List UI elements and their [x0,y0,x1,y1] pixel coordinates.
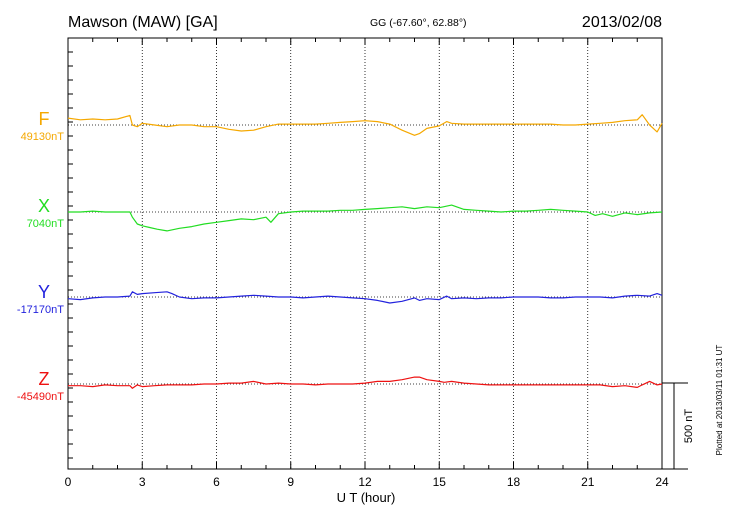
scale-bar: 500 nT [662,382,695,470]
chart-date: 2013/02/08 [582,14,662,31]
x-tick-label: 18 [507,475,521,489]
x-tick-label: 21 [581,475,595,489]
station-title: Mawson (MAW) [GA] [68,14,218,31]
series-name-y: Y [38,282,50,302]
station-coordinates: GG (-67.60°, 62.88°) [370,17,467,29]
x-tick-label: 9 [287,475,294,489]
series-labels: F 49130nT X 7040nT Y -17170nT Z -45490nT [17,109,64,403]
x-tick-label: 6 [213,475,220,489]
x-tick-label: 15 [433,475,447,489]
series-name-z: Z [39,369,50,389]
series-line-z [68,376,663,389]
series-line-f [67,114,663,136]
series-name-f: F [39,109,50,129]
series-baseline-x: 7040nT [27,218,65,230]
x-axis: 0 3 6 9 12 15 18 21 24 [65,38,669,489]
x-tick-label: 3 [139,475,146,489]
series-baseline-z: -45490nT [17,391,64,403]
series-group [67,114,663,389]
x-axis-label: U T (hour) [337,490,396,505]
scale-bar-label: 500 nT [683,409,695,444]
x-tick-label: 24 [655,475,669,489]
series-line-y [67,291,663,304]
series-line-x [68,204,663,232]
series-baseline-f: 49130nT [21,131,65,143]
x-tick-label: 12 [358,475,372,489]
series-baseline-y: -17170nT [17,304,64,316]
series-name-x: X [38,196,50,216]
x-tick-label: 0 [65,475,72,489]
plotted-note: Plotted at 2013/03/11 01:31 UT [715,345,724,456]
